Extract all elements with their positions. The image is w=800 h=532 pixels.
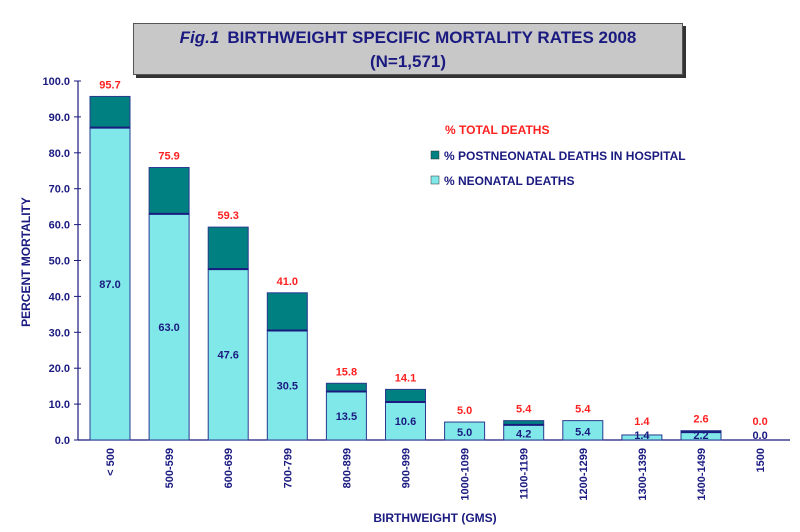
x-axis-label: BIRTHWEIGHT (GMS)	[373, 511, 496, 525]
y-tick-label: 0.0	[55, 435, 70, 447]
neonatal-value-label: 0.0	[752, 430, 767, 442]
legend-neonatal: % NEONATAL DEATHS	[444, 174, 574, 188]
figure-label: Fig.1	[179, 28, 220, 47]
bar-neonatal	[385, 401, 426, 441]
y-tick-label: 80.0	[49, 148, 70, 160]
neonatal-value-label: 87.0	[99, 279, 120, 291]
x-tick-label: 1400-1499	[696, 448, 708, 501]
x-tick-label: 1500	[755, 448, 767, 472]
bar-neonatal	[266, 330, 308, 441]
bar-neonatal	[444, 421, 486, 441]
neonatal-value-label: 5.4	[575, 426, 591, 438]
neonatal-value-label: 47.6	[217, 350, 238, 362]
neonatal-value-label: 4.2	[516, 428, 531, 440]
y-tick-label: 100.0	[42, 76, 70, 88]
neonatal-value-label: 63.0	[158, 322, 179, 334]
bar-neonatal	[621, 434, 663, 441]
total-value-label: 14.1	[395, 372, 416, 384]
neonatal-value-label: 2.2	[693, 430, 708, 442]
chart-subtitle: (N=1,571)	[369, 52, 447, 71]
total-value-label: 5.4	[516, 404, 532, 416]
neonatal-value-label: 1.4	[634, 430, 650, 442]
total-value-label: 75.9	[158, 151, 179, 163]
total-value-label: 41.0	[277, 276, 298, 288]
chart-title: BIRTHWEIGHT SPECIFIC MORTALITY RATES 200…	[227, 28, 637, 47]
bar-neonatal	[148, 213, 190, 441]
x-tick-label: < 500	[105, 448, 117, 476]
x-tick-label: 1100-1199	[519, 448, 531, 499]
y-tick-label: 90.0	[49, 112, 70, 124]
neonatal-value-label: 30.5	[277, 380, 298, 392]
neonatal-value-label: 10.6	[395, 416, 416, 428]
bar-neonatal	[325, 391, 367, 441]
x-tick-label: 500-599	[164, 448, 176, 488]
legend: % TOTAL DEATHS % POSTNEONATAL DEATHS IN …	[430, 123, 686, 188]
total-value-label: 0.0	[752, 416, 767, 428]
legend-postneonatal: % POSTNEONATAL DEATHS IN HOSPITAL	[444, 149, 686, 163]
total-value-label: 1.4	[634, 416, 650, 428]
x-tick-label: 1000-1099	[460, 448, 472, 501]
y-tick-label: 40.0	[49, 291, 70, 303]
bar-neonatal	[207, 268, 249, 441]
neonatal-value-label: 13.5	[336, 411, 357, 423]
bar-postneonatal	[266, 292, 308, 332]
y-tick-label: 50.0	[49, 256, 70, 268]
legend-swatch-neonatal	[430, 175, 440, 185]
total-value-label: 95.7	[99, 79, 120, 91]
total-value-label: 2.6	[693, 414, 708, 426]
y-tick-label: 60.0	[49, 220, 70, 232]
chart-title-box: Fig.1 BIRTHWEIGHT SPECIFIC MORTALITY RATE…	[133, 23, 683, 75]
bar-postneonatal	[89, 95, 131, 129]
total-value-label: 5.0	[457, 405, 472, 417]
x-tick-label: 900-999	[401, 448, 413, 488]
y-tick-label: 20.0	[49, 363, 70, 375]
y-tick-label: 70.0	[49, 184, 70, 196]
total-value-label: 59.3	[217, 210, 238, 222]
x-tick-label: 800-899	[341, 448, 353, 488]
bar-postneonatal	[148, 167, 190, 215]
total-value-label: 5.4	[575, 404, 591, 416]
x-tick-label: 700-799	[282, 448, 294, 488]
x-tick-label: 600-699	[223, 448, 235, 488]
y-tick-label: 30.0	[49, 327, 70, 339]
x-tick-label: 1200-1299	[578, 448, 590, 501]
x-tick-label: 1300-1399	[637, 448, 649, 501]
bar-postneonatal	[207, 226, 249, 270]
bar-postneonatal	[325, 382, 367, 393]
y-tick-label: 10.0	[49, 399, 70, 411]
bar-neonatal	[562, 420, 604, 441]
y-axis-label: PERCENT MORTALITY	[19, 197, 33, 327]
neonatal-value-label: 5.0	[457, 427, 472, 439]
bar-postneonatal	[385, 388, 426, 403]
legend-swatch-postneonatal	[430, 150, 440, 160]
legend-total-deaths: % TOTAL DEATHS	[445, 123, 549, 137]
total-value-label: 15.8	[336, 366, 357, 378]
